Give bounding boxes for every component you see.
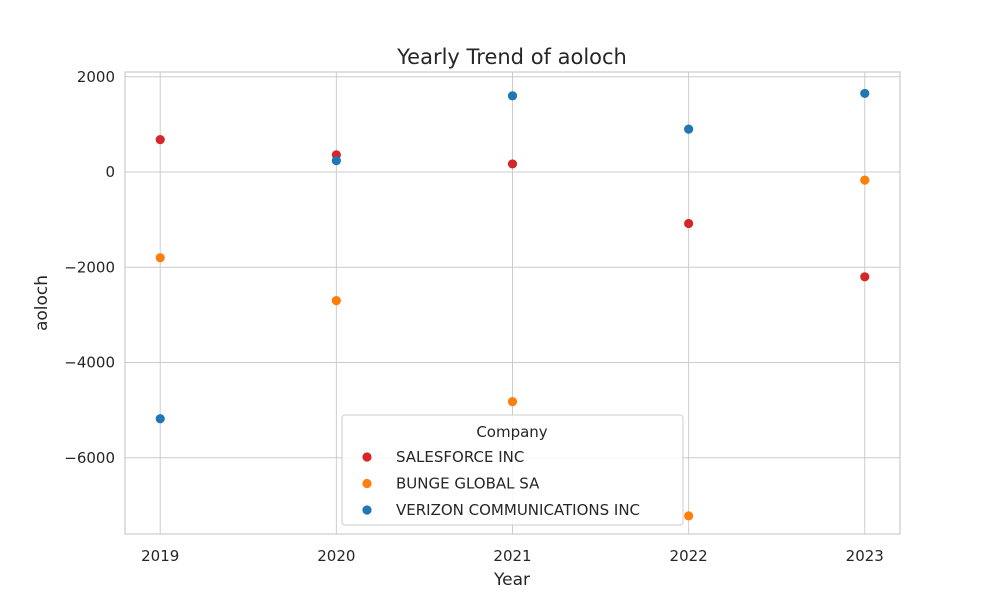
points-layer	[155, 88, 870, 521]
y-tick-label-0: 0	[105, 163, 115, 181]
legend: Company SALESFORCE INC BUNGE GLOBAL SA VER…	[341, 414, 684, 526]
x-tick-label-2022: 2022	[670, 547, 708, 565]
legend-marker-0	[362, 452, 372, 462]
point-series1-2020	[331, 296, 341, 306]
legend-label-2: VERIZON COMMUNICATIONS INC	[396, 501, 640, 519]
legend-title: Company	[476, 423, 547, 441]
point-series2-2021	[507, 91, 518, 101]
legend-box	[341, 414, 684, 526]
legend-marker-1	[362, 478, 372, 489]
point-series0-2019	[155, 135, 165, 145]
point-series1-2019	[155, 253, 165, 263]
point-series1-2021	[507, 396, 518, 407]
point-series2-2019	[155, 414, 165, 424]
x-tick-label-2019: 2019	[141, 547, 179, 565]
y-tick-label--2000: −2000	[64, 258, 115, 276]
x-axis-label: Year	[493, 570, 530, 590]
point-series0-2021	[507, 159, 518, 169]
point-series1-2022	[684, 511, 694, 521]
point-series2-2023	[860, 88, 870, 99]
y-tick-label--4000: −4000	[64, 354, 115, 372]
point-series0-2023	[860, 272, 870, 282]
grid-layer	[125, 72, 900, 534]
x-tick-label-2020: 2020	[317, 547, 355, 565]
y-tick-label-2000: 2000	[77, 68, 115, 86]
legend-label-1: BUNGE GLOBAL SA	[396, 475, 540, 493]
y-axis-label: aoloch	[32, 275, 52, 331]
x-tick-label-2021: 2021	[493, 547, 531, 565]
chart-title: Yearly Trend of aoloch	[396, 45, 627, 69]
legend-label-0: SALESFORCE INC	[396, 448, 524, 466]
point-series1-2023	[860, 175, 870, 185]
legend-marker-2	[362, 505, 372, 515]
point-series2-2022	[684, 124, 694, 134]
legend-entries: SALESFORCE INC BUNGE GLOBAL SA VERIZON COM…	[362, 448, 640, 519]
point-series0-2022	[684, 218, 694, 229]
y-tick-label--6000: −6000	[64, 449, 115, 467]
tick-layer: 2019 2020 2021 2022 2023 2000 0 −2000 −4000 −6000	[64, 68, 884, 565]
plot-frame	[124, 71, 901, 535]
x-tick-label-2023: 2023	[846, 547, 884, 565]
point-series2-2020	[331, 155, 341, 166]
